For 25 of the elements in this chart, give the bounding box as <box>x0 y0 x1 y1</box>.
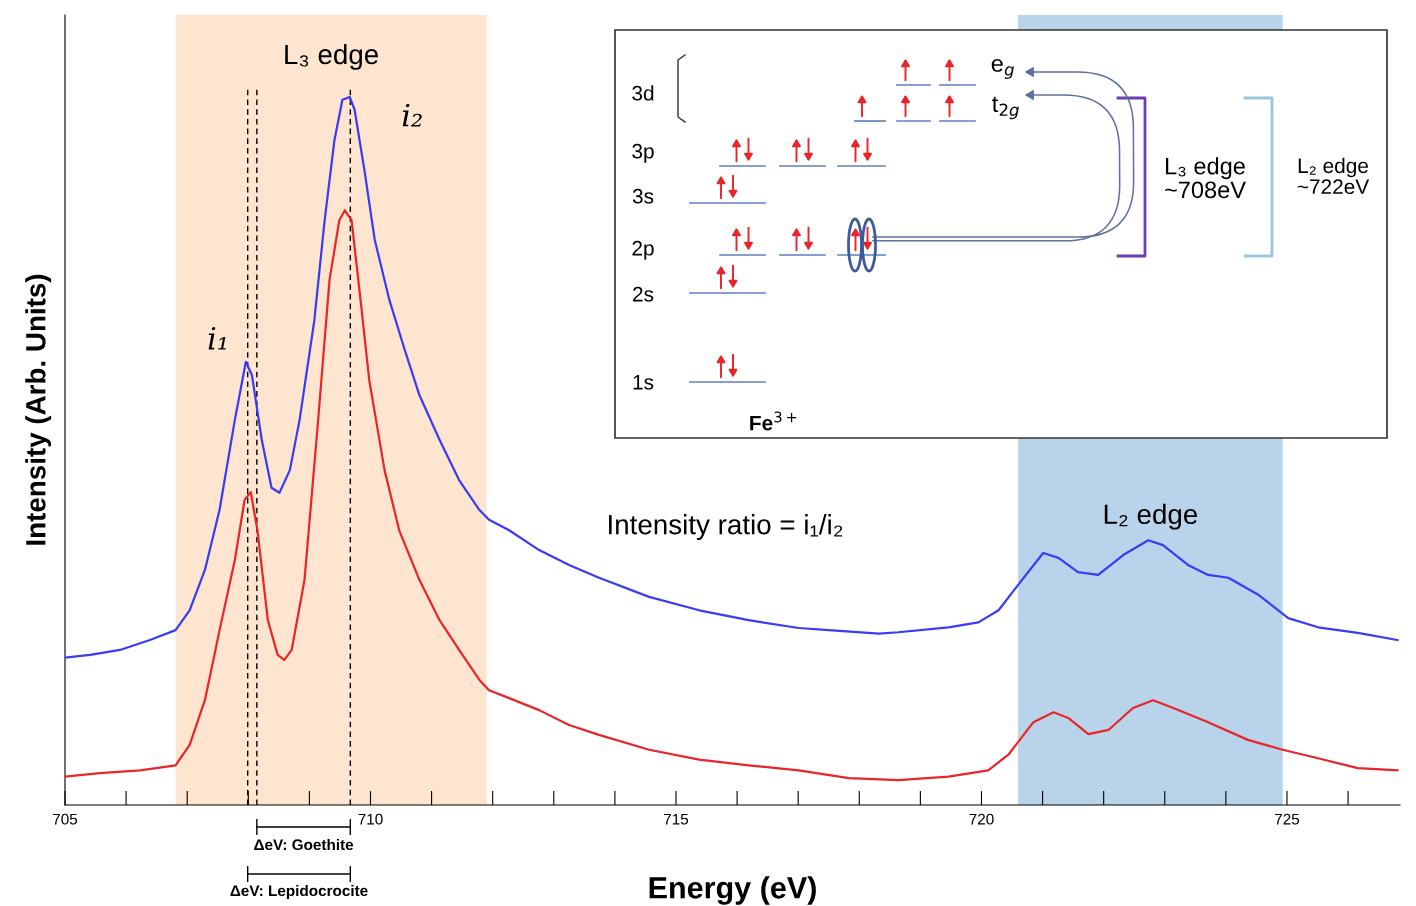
annotation: 1s <box>633 375 654 390</box>
annotation: Fe$^{3+}$ <box>750 411 797 431</box>
text: e$_{g}$ <box>991 58 1014 79</box>
annotation: t$_{2g}$ <box>992 96 1019 120</box>
band-label: L₂ edge <box>1104 503 1198 530</box>
x-tick-label: 725 <box>1275 813 1300 825</box>
annotation: L₂ edge ~722eV <box>1297 157 1370 195</box>
text: ΔeV: Lepidocrocite <box>230 884 368 900</box>
annotation: 3s <box>632 188 654 204</box>
x-tick-label: 705 <box>53 813 78 825</box>
y-axis-title: Intensity (Arb. Units) <box>25 274 52 545</box>
x-tick-label: 710 <box>358 813 383 825</box>
annotation: 2s <box>633 286 654 302</box>
annotation: i₂ <box>402 103 422 127</box>
annotation: L₃ edge ~708eV <box>1165 157 1246 199</box>
x-tick-label: 720 <box>969 813 994 825</box>
text: ΔeV: Goethite <box>254 838 354 851</box>
annotation: 2p <box>632 240 654 260</box>
annotation: 3p <box>632 143 654 163</box>
x-axis-title: Energy (eV) <box>649 876 816 905</box>
annotation: Intensity ratio = i₁/i₂ <box>609 514 843 540</box>
annotation: i₁ <box>208 326 226 350</box>
x-tick-label: 715 <box>664 813 689 825</box>
band-label: L₃ edge <box>285 43 378 70</box>
annotation: 3d <box>632 85 654 101</box>
